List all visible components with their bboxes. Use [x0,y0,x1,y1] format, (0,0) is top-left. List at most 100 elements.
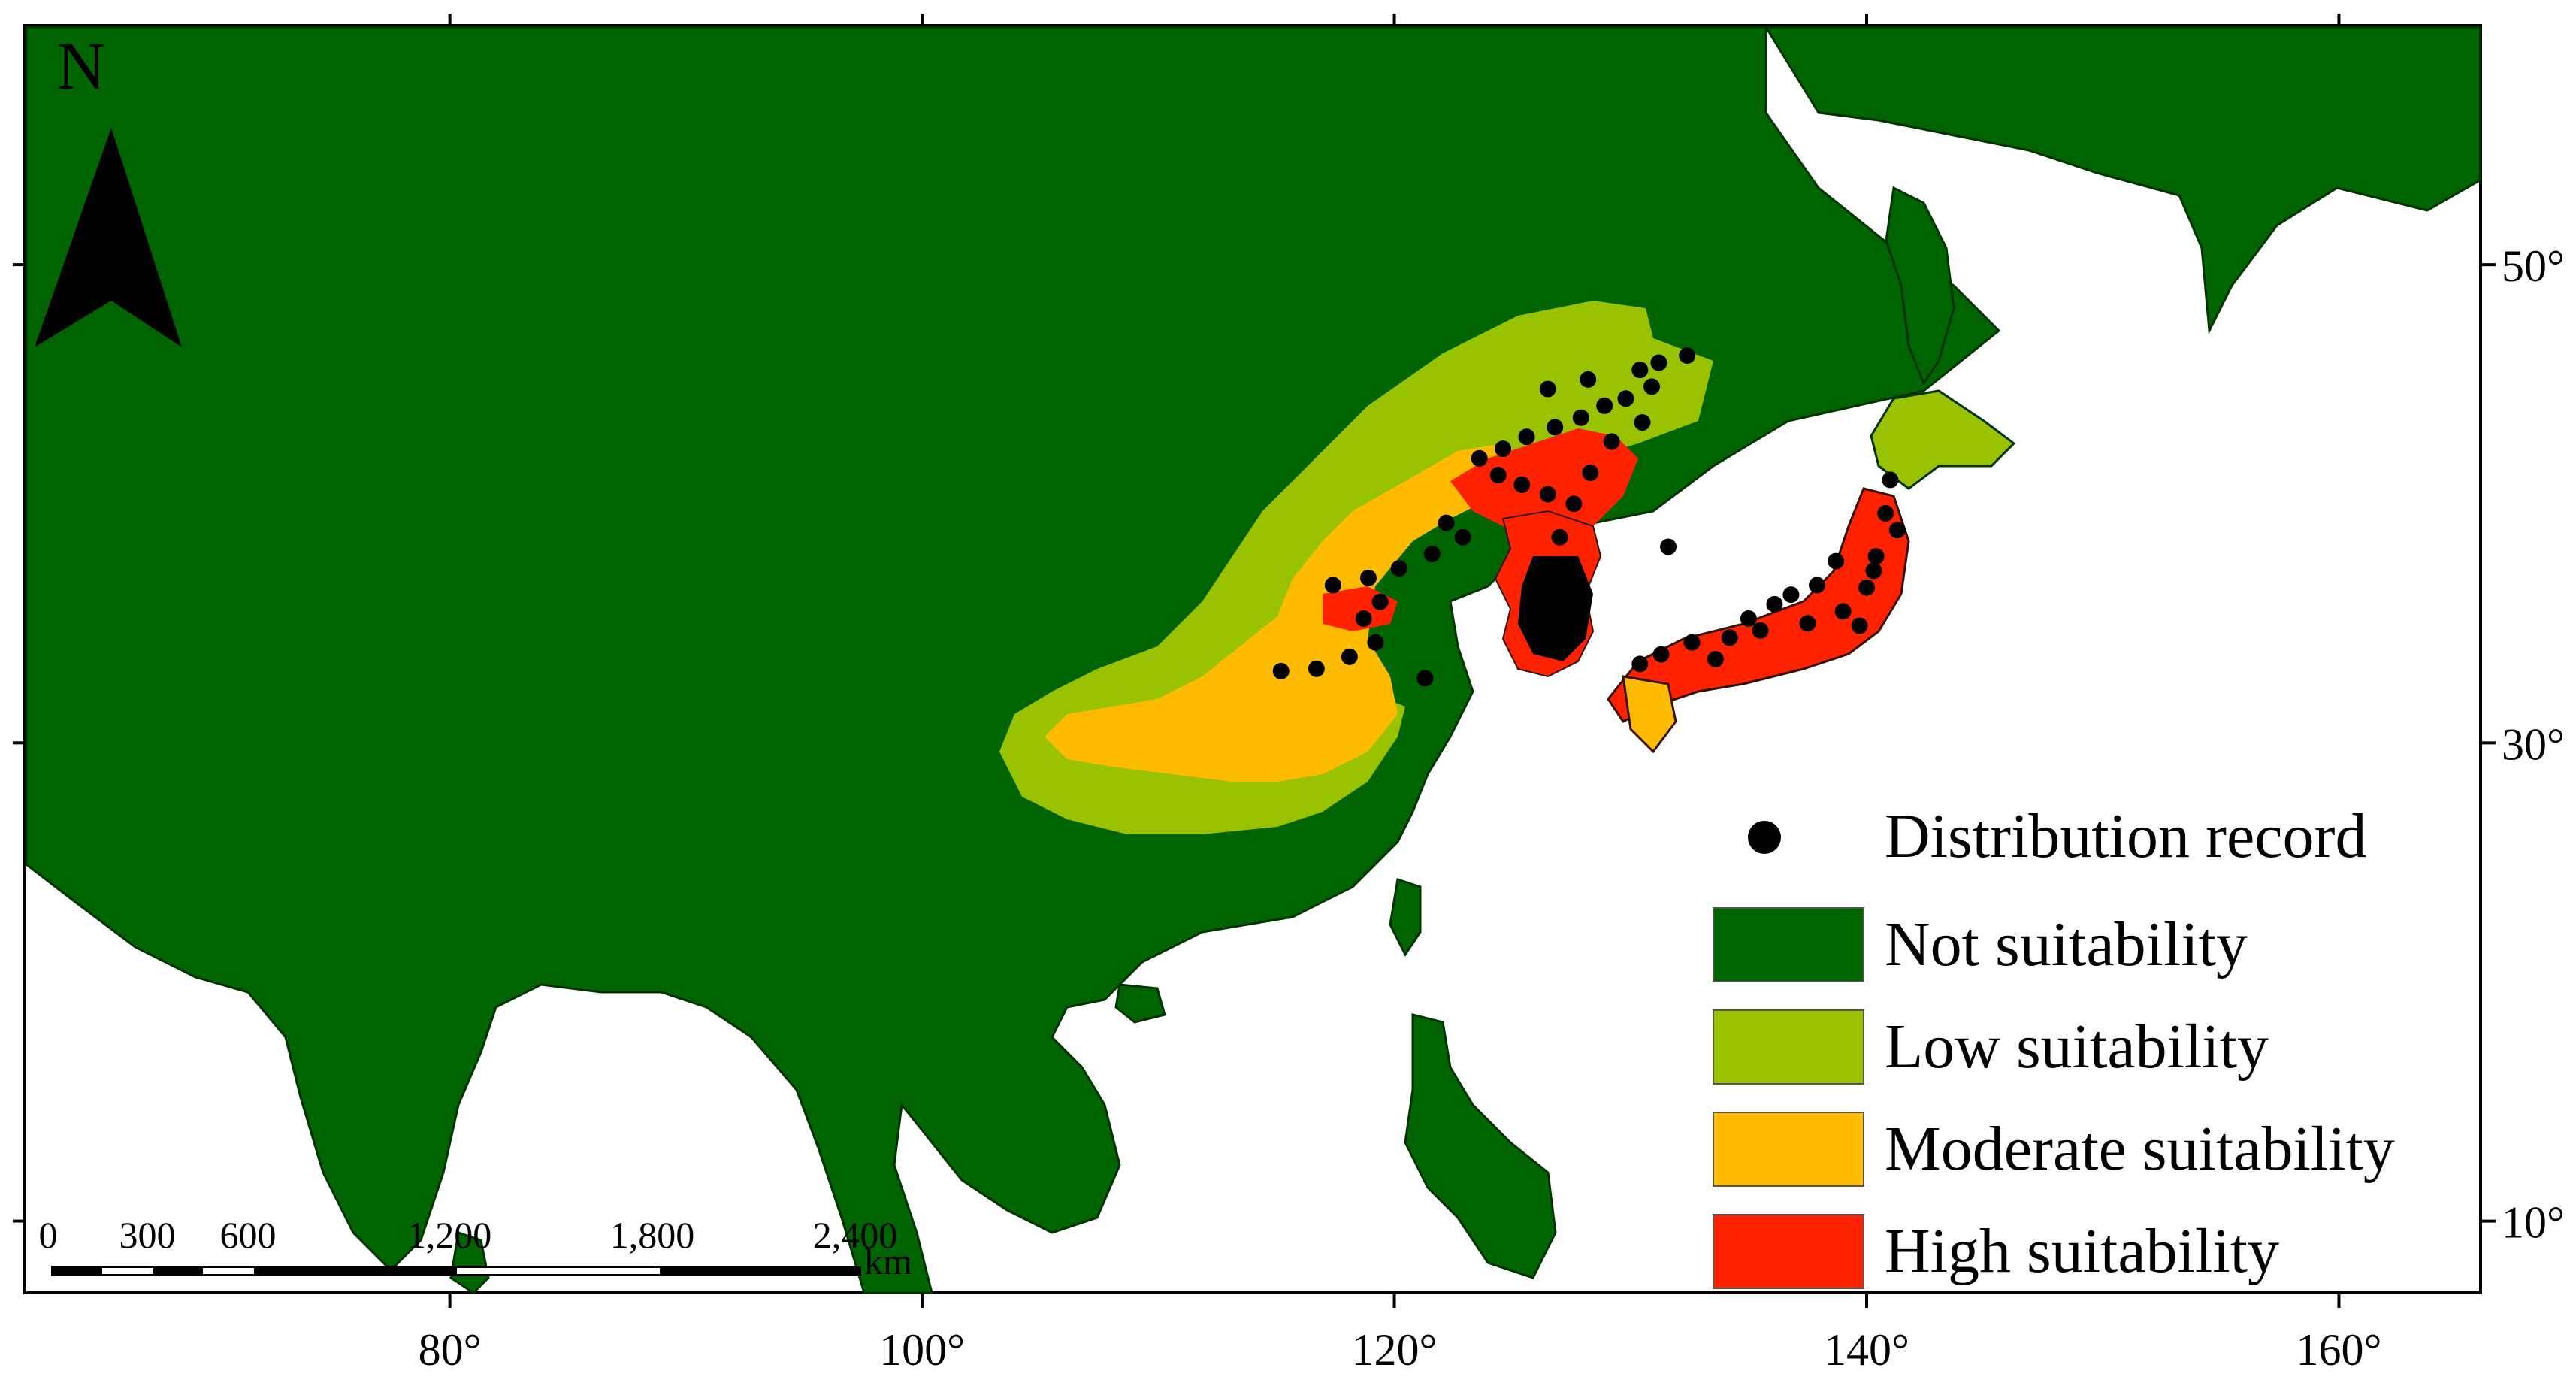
record-point-52 [1865,562,1882,580]
record-point-36 [1834,603,1852,620]
hokkaido [1870,389,2016,490]
legend-swatch-0 [1713,907,1864,982]
record-point-47 [1631,655,1649,673]
record-point-54 [1766,595,1783,613]
scale-label-2: 600 [220,1214,277,1256]
record-point-18 [1603,433,1620,450]
scale-unit: km [864,1240,912,1282]
record-point-32 [1416,670,1434,687]
latitude-ticks: 50° 30° 10° [13,241,2565,1248]
taiwan [1389,878,1422,957]
moderate-suitability-zone [1045,443,1533,782]
scale-bar: 0 300 600 1,200 1,800 2,400 km [39,1214,913,1282]
map-layers [25,26,2481,1294]
x-tick-label-1: 100° [879,1325,965,1375]
x-tick-label-3: 140° [1824,1325,1909,1375]
x-tick-label-0: 80° [419,1325,482,1375]
record-point-25 [1324,577,1341,594]
legend-label-0: Not suitability [1885,909,2248,979]
scale-bar-seg-3 [457,1268,660,1274]
scale-label-0: 0 [39,1214,58,1256]
scale-label-1: 300 [119,1214,176,1256]
korea-records-cluster [1518,556,1593,661]
record-point-23 [1390,560,1407,577]
record-point-33 [1551,528,1568,546]
record-point-13 [1489,467,1507,484]
record-point-48 [1707,651,1724,667]
record-point-49 [1851,617,1868,634]
hainan [1114,983,1166,1024]
legend-record-label: Distribution record [1885,801,2367,871]
philippines [1404,1013,1557,1279]
kyushu [1622,675,1677,754]
record-point-39 [1877,504,1894,522]
record-point-35 [1799,615,1816,632]
y-tick-label-2: 10° [2502,1198,2565,1248]
scale-bar-track [51,1266,861,1276]
legend: Distribution record Not suitability Low s… [1713,801,2395,1289]
record-point-42 [1782,586,1800,604]
record-point-43 [1752,622,1769,639]
record-point-26 [1371,593,1389,610]
legend-items: Not suitability Low suitability Moderate s… [1713,907,2395,1289]
x-tick-label-4: 160° [2296,1325,2381,1375]
record-point-5 [1643,378,1661,395]
record-point-31 [1272,662,1290,679]
record-point-17 [1582,464,1599,481]
record-point-16 [1565,495,1583,513]
record-point-40 [1882,471,1899,489]
record-point-20 [1438,514,1455,531]
scale-label-3: 1,200 [407,1214,492,1256]
north-arrow: N [35,29,182,347]
legend-swatch-2 [1713,1112,1864,1187]
record-point-12 [1471,449,1488,467]
record-point-15 [1539,486,1556,503]
legend-swatch-3 [1713,1214,1864,1289]
north-arrow-icon [35,128,182,347]
sakhalin [1885,186,1955,386]
record-point-6 [1617,390,1634,407]
record-point-14 [1513,476,1531,493]
record-point-8 [1572,409,1589,426]
scale-label-5: 2,400 [813,1214,898,1256]
record-point-24 [1359,569,1377,586]
record-point-38 [1867,548,1885,565]
longitude-ticks: 80° 100° 120° 140° 160° [419,14,2381,1375]
record-point-3 [1650,354,1667,371]
record-point-27 [1355,610,1372,627]
legend-label-2: Moderate suitability [1885,1114,2395,1184]
legend-swatch-1 [1713,1009,1864,1085]
record-point-10 [1518,428,1535,446]
record-point-34 [1660,538,1677,555]
record-point-50 [1809,577,1826,594]
y-tick-label-1: 30° [2502,719,2565,769]
scale-label-4: 1,800 [610,1214,695,1256]
scale-bar-labels: 0 300 600 1,200 1,800 2,400 [39,1214,898,1256]
scale-bar-seg-1 [102,1268,153,1274]
x-tick-label-2: 120° [1352,1325,1438,1375]
record-point-19 [1634,414,1651,431]
legend-record-icon [1748,821,1781,854]
record-point-21 [1454,528,1471,546]
record-point-9 [1547,419,1564,436]
scale-bar-seg-2 [203,1268,254,1274]
kamchatka [1764,26,2481,335]
record-point-37 [1858,579,1875,596]
record-point-22 [1423,546,1441,563]
record-point-1 [1580,371,1597,388]
record-point-4 [1679,347,1696,364]
record-point-11 [1495,440,1512,458]
record-point-51 [1740,610,1757,627]
record-point-53 [1888,522,1906,539]
record-point-7 [1596,397,1613,414]
record-point-2 [1631,362,1649,379]
legend-label-3: High suitability [1885,1216,2279,1286]
record-point-46 [1652,646,1670,663]
record-point-0 [1539,380,1556,398]
record-point-45 [1683,634,1701,651]
distribution-records [1272,347,1906,687]
record-point-44 [1721,629,1738,646]
north-label: N [57,29,106,104]
record-point-41 [1828,552,1845,570]
